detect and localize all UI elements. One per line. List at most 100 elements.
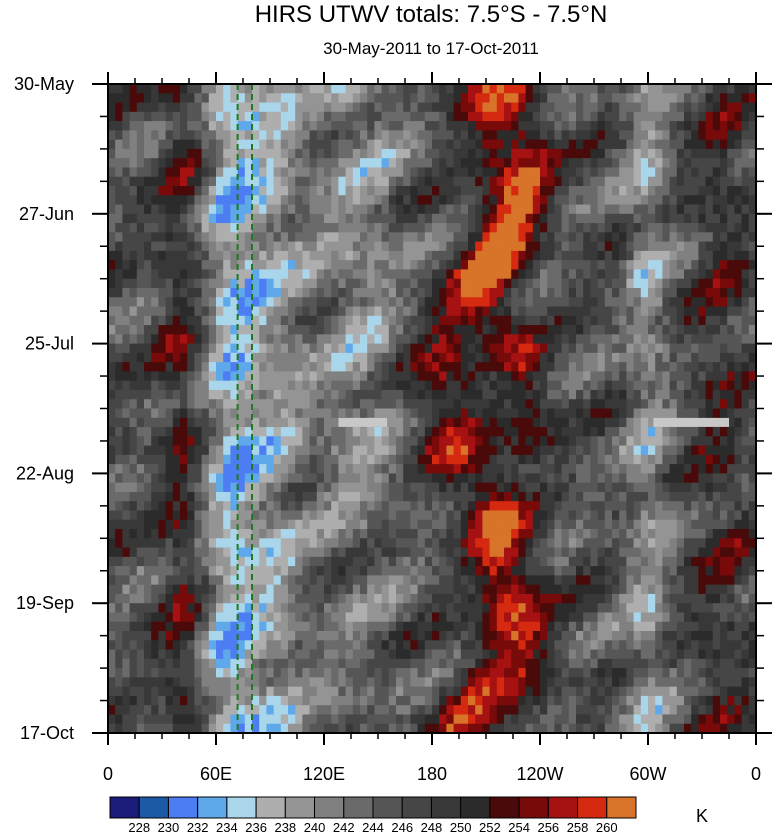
heatmap-cell (684, 93, 692, 104)
heatmap-cell (453, 167, 462, 178)
heatmap-cell (352, 250, 361, 261)
heatmap-cell (403, 556, 411, 567)
heatmap-cell (597, 204, 606, 215)
heatmap-cell (698, 158, 707, 169)
heatmap-cell (684, 538, 692, 549)
heatmap-cell (554, 436, 563, 447)
heatmap-cell (374, 185, 383, 196)
heatmap-cell (266, 501, 275, 512)
heatmap-cell (432, 464, 440, 474)
heatmap-cell (223, 538, 231, 549)
heatmap-cell (583, 93, 591, 104)
heatmap-cell (338, 538, 347, 549)
heatmap-cell (655, 454, 663, 465)
heatmap-cell (338, 510, 347, 521)
heatmap-cell (223, 482, 231, 493)
heatmap-cell (403, 297, 411, 308)
heatmap-cell (201, 325, 210, 335)
heatmap-cell (280, 260, 289, 271)
heatmap-cell (720, 121, 728, 131)
heatmap-cell (734, 195, 743, 206)
heatmap-cell (453, 185, 462, 196)
heatmap-cell (640, 297, 649, 308)
heatmap-cell (518, 269, 527, 280)
heatmap-cell (136, 334, 145, 345)
heatmap-cell (626, 510, 635, 521)
heatmap-cell (230, 380, 239, 391)
heatmap-cell (453, 260, 462, 271)
heatmap-cell (612, 287, 620, 298)
heatmap-cell (324, 241, 332, 252)
heatmap-cell (424, 223, 433, 233)
heatmap-cell (446, 278, 455, 289)
heatmap-cell (720, 464, 728, 474)
heatmap-cell (727, 260, 735, 271)
heatmap-cell (424, 148, 433, 159)
heatmap-cell (698, 232, 707, 243)
heatmap-cell (698, 510, 707, 521)
heatmap-cell (122, 250, 131, 261)
heatmap-cell (122, 167, 131, 178)
heatmap-cell (561, 389, 570, 400)
heatmap-cell (633, 491, 642, 502)
heatmap-cell (295, 167, 303, 178)
heatmap-cell (496, 491, 505, 502)
heatmap-cell (396, 250, 404, 261)
heatmap-cell (705, 176, 714, 187)
heatmap-cell (532, 158, 541, 169)
heatmap-cell (396, 362, 404, 373)
heatmap-cell (331, 464, 339, 474)
heatmap-cell (604, 84, 613, 94)
heatmap-cell (136, 584, 145, 595)
heatmap-cell (136, 139, 145, 150)
heatmap-cell (158, 306, 167, 317)
heatmap-cell (129, 538, 138, 549)
heatmap-cell (583, 195, 591, 206)
heatmap-cell (295, 158, 303, 169)
heatmap-cell (331, 547, 339, 558)
heatmap-cell (288, 269, 296, 280)
heatmap-cell (244, 427, 253, 437)
heatmap-cell (518, 510, 527, 521)
heatmap-cell (482, 232, 491, 243)
heatmap-cell (273, 547, 282, 558)
heatmap-cell (115, 195, 123, 206)
heatmap-cell (158, 167, 167, 178)
heatmap-cell (691, 195, 699, 206)
heatmap-cell (482, 417, 491, 428)
heatmap-cell (532, 343, 541, 354)
heatmap-cell (252, 325, 260, 335)
heatmap-cell (684, 315, 692, 326)
heatmap-cell (302, 556, 311, 567)
heatmap-cell (201, 93, 210, 104)
heatmap-cell (676, 584, 685, 595)
heatmap-cell (496, 343, 505, 354)
heatmap-cell (727, 121, 735, 131)
heatmap-cell (244, 380, 253, 391)
heatmap-cell (158, 427, 167, 437)
heatmap-cell (158, 223, 167, 233)
heatmap-cell (583, 482, 591, 493)
heatmap-cell (432, 371, 440, 382)
heatmap-cell (468, 352, 476, 363)
heatmap-cell (662, 547, 671, 558)
heatmap-cell (669, 204, 678, 215)
heatmap-cell (518, 111, 527, 122)
heatmap-cell (381, 223, 390, 233)
heatmap-cell (619, 362, 627, 373)
heatmap-cell (151, 473, 159, 484)
heatmap-cell (367, 93, 375, 104)
heatmap-cell (590, 566, 599, 576)
heatmap-cell (324, 501, 332, 512)
heatmap-cell (496, 195, 505, 206)
heatmap-cell (691, 491, 699, 502)
heatmap-cell (489, 575, 498, 586)
heatmap-cell (331, 334, 339, 345)
heatmap-cell (374, 139, 383, 150)
heatmap-cell (216, 204, 224, 215)
heatmap-cell (129, 445, 138, 456)
heatmap-cell (554, 325, 563, 335)
heatmap-cell (748, 167, 756, 178)
heatmap-cell (446, 491, 455, 502)
heatmap-cell (309, 130, 318, 141)
